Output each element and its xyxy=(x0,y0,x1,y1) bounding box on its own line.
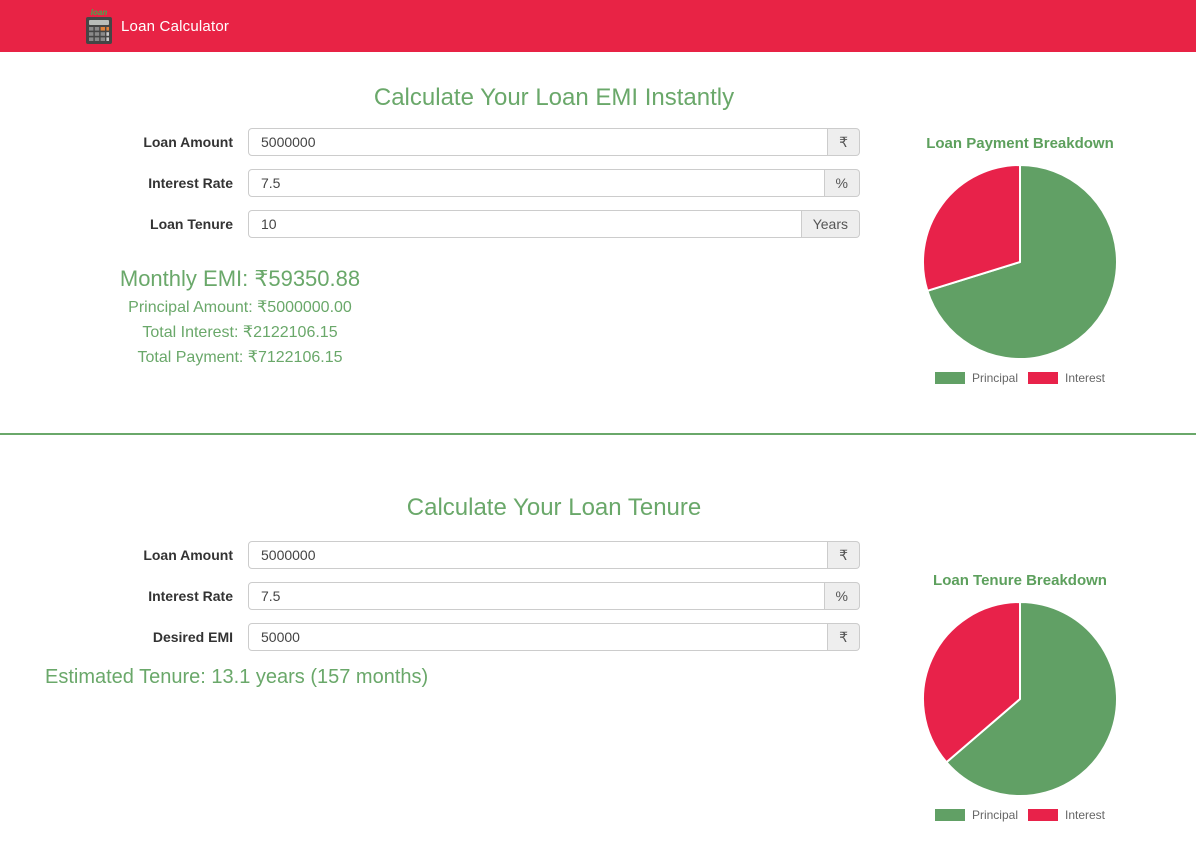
interest-rate-input[interactable] xyxy=(248,169,825,197)
interest-rate-row: Interest Rate % xyxy=(0,169,880,197)
pie-slice-interest xyxy=(922,164,1021,292)
payment-breakdown-legend: Principal Interest xyxy=(930,371,1110,385)
calculator-icon: loan xyxy=(86,8,112,44)
legend-item-principal[interactable]: Principal xyxy=(934,371,1018,385)
rupee-addon-3: ₹ xyxy=(828,623,860,651)
percent-addon: % xyxy=(824,169,860,197)
interest-rate-label-2: Interest Rate xyxy=(148,588,233,604)
loan-amount-label-2: Loan Amount xyxy=(143,547,233,563)
loan-tenure-label: Loan Tenure xyxy=(150,216,233,232)
emi-chart-panel: Loan Payment Breakdown Principal Interes… xyxy=(900,52,1140,385)
emi-section-heading: Calculate Your Loan EMI Instantly xyxy=(373,84,735,111)
loan-amount-label: Loan Amount xyxy=(143,134,233,150)
principal-legend-label: Principal xyxy=(971,371,1018,385)
pie-slice-principal xyxy=(926,164,1118,360)
loan-tenure-input[interactable] xyxy=(248,210,802,238)
loan-amount-input-2[interactable] xyxy=(248,541,829,569)
years-addon: Years xyxy=(801,210,860,238)
tenure-breakdown-pie-chart xyxy=(922,601,1118,797)
total-interest-result: Total Interest: ₹2122106.15 xyxy=(142,324,338,341)
rupee-addon: ₹ xyxy=(828,128,860,156)
pie-slice-interest xyxy=(922,601,1021,764)
svg-text:loan: loan xyxy=(91,8,108,17)
emi-results-block: Monthly EMI: ₹59350.88 Principal Amount:… xyxy=(45,266,435,367)
tenure-chart-panel: Loan Tenure Breakdown Principal Interest xyxy=(900,435,1140,822)
section-divider xyxy=(0,433,1196,435)
interest-rate-row-2: Interest Rate % xyxy=(0,582,880,610)
loan-amount-input[interactable] xyxy=(248,128,829,156)
loan-amount-row-2: Loan Amount ₹ xyxy=(0,541,880,569)
payment-breakdown-chart-title: Loan Payment Breakdown xyxy=(926,135,1114,152)
tenure-breakdown-chart-title: Loan Tenure Breakdown xyxy=(933,572,1107,589)
legend-item-interest[interactable]: Interest xyxy=(1028,371,1105,385)
principal-legend-swatch-2 xyxy=(934,809,965,821)
desired-emi-label: Desired EMI xyxy=(152,629,233,645)
payment-breakdown-pie-chart xyxy=(922,164,1118,360)
principal-amount-result: Principal Amount: ₹5000000.00 xyxy=(128,299,352,316)
loan-amount-row: Loan Amount ₹ xyxy=(0,128,880,156)
tenure-breakdown-legend: Principal Interest xyxy=(930,808,1110,822)
interest-legend-swatch xyxy=(1028,372,1058,384)
interest-rate-input-2[interactable] xyxy=(248,582,825,610)
interest-legend-label: Interest xyxy=(1065,371,1106,385)
estimated-tenure-result: Estimated Tenure: 13.1 years (157 months… xyxy=(45,666,429,688)
legend-item-interest-2[interactable]: Interest xyxy=(1028,808,1105,822)
emi-calculator-section: Calculate Your Loan EMI Instantly Loan A… xyxy=(0,52,1196,433)
total-payment-result: Total Payment: ₹7122106.15 xyxy=(137,349,343,366)
interest-legend-label-2: Interest xyxy=(1065,808,1106,822)
monthly-emi-result: Monthly EMI: ₹59350.88 xyxy=(119,266,361,291)
principal-legend-swatch xyxy=(934,372,965,384)
desired-emi-input[interactable] xyxy=(248,623,829,651)
tenure-calculator-section: Calculate Your Loan Tenure Loan Amount ₹… xyxy=(0,435,1196,842)
rupee-addon-2: ₹ xyxy=(828,541,860,569)
desired-emi-row: Desired EMI ₹ xyxy=(0,623,880,651)
app-header: loan Loan Calculator xyxy=(0,0,1196,52)
pie-slice-principal xyxy=(945,601,1118,797)
principal-legend-label-2: Principal xyxy=(971,808,1018,822)
interest-rate-label: Interest Rate xyxy=(148,175,233,191)
app-title: Loan Calculator xyxy=(121,17,230,35)
tenure-section-heading: Calculate Your Loan Tenure xyxy=(406,494,702,521)
interest-legend-swatch-2 xyxy=(1028,809,1058,821)
percent-addon-2: % xyxy=(824,582,860,610)
loan-tenure-row: Loan Tenure Years xyxy=(0,210,880,238)
legend-item-principal-2[interactable]: Principal xyxy=(934,808,1018,822)
